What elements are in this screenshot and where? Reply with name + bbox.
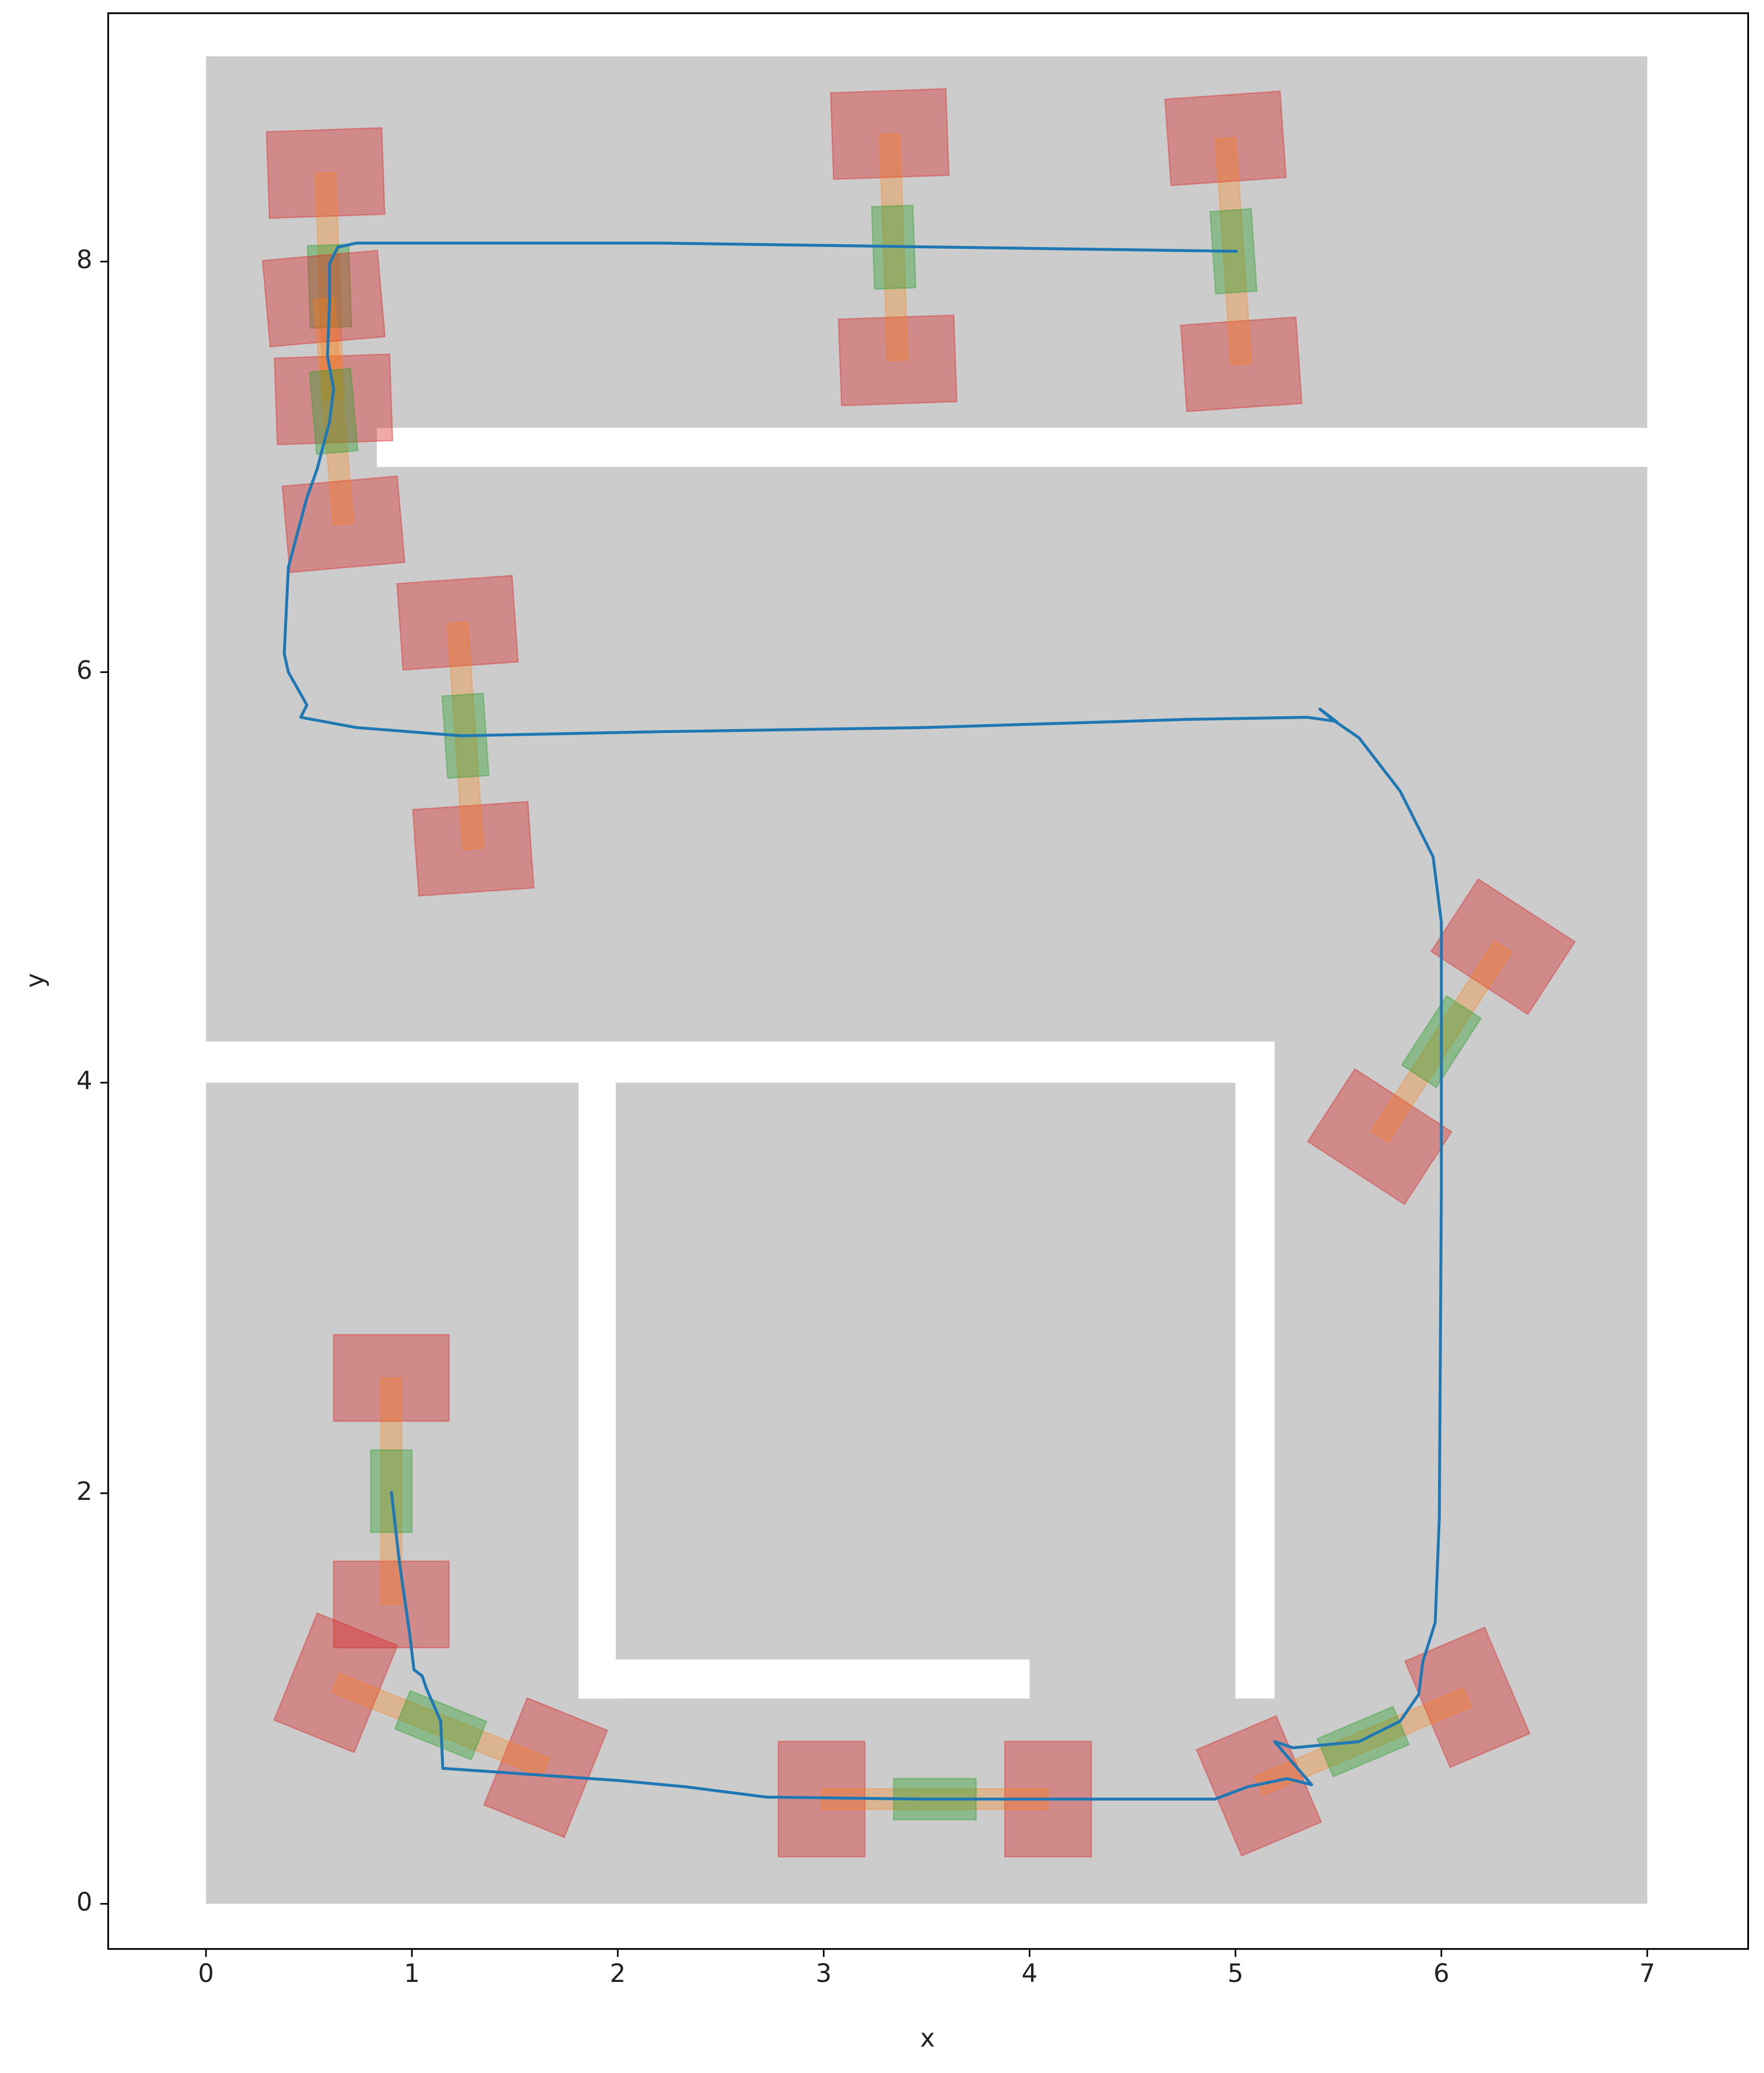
robot-end [265, 127, 386, 219]
x-tick-label: 7 [1639, 1959, 1655, 1988]
y-tick-label: 8 [77, 245, 93, 274]
plot-area [206, 56, 1647, 1904]
wall [579, 1082, 616, 1699]
robot-end [282, 475, 406, 573]
robot-end [412, 801, 535, 897]
robot-end [273, 1612, 399, 1754]
x-tick-label: 4 [1022, 1959, 1038, 1988]
robot-end [1180, 316, 1303, 413]
y-tick-label: 0 [77, 1887, 93, 1916]
robot-end [1164, 90, 1287, 187]
axes-frame [107, 12, 1750, 1950]
robot-link [313, 297, 355, 526]
robot-end [830, 88, 950, 180]
y-tick-label: 6 [77, 655, 93, 685]
robot-end [1404, 1627, 1531, 1769]
robot [273, 1612, 609, 1839]
robot-end [837, 314, 958, 406]
wall [206, 1041, 1275, 1083]
y-tick-label: 4 [77, 1066, 93, 1096]
x-tick-label: 0 [198, 1959, 214, 1988]
robot-end [333, 1560, 450, 1649]
x-axis-label: x [920, 2024, 935, 2053]
robot-body [1316, 1705, 1410, 1778]
robot-end [1306, 1068, 1453, 1206]
wall [579, 1659, 1030, 1699]
robot-end [1430, 878, 1576, 1016]
x-tick-label: 1 [404, 1959, 420, 1988]
x-tick-label: 3 [816, 1959, 832, 1988]
robot-end [396, 575, 519, 671]
x-tick-label: 2 [610, 1959, 626, 1988]
robot-end [333, 1334, 450, 1422]
wall [376, 428, 1647, 467]
trajectory [283, 242, 1443, 1801]
robot-end [483, 1697, 609, 1839]
y-tick-label: 2 [77, 1477, 93, 1506]
x-tick-label: 6 [1434, 1959, 1450, 1988]
free-space [206, 56, 1647, 1904]
y-axis-label: y [21, 973, 50, 988]
wall [1235, 1041, 1275, 1699]
robot [1195, 1627, 1531, 1857]
robot [262, 249, 406, 573]
x-tick-label: 5 [1228, 1959, 1244, 1988]
